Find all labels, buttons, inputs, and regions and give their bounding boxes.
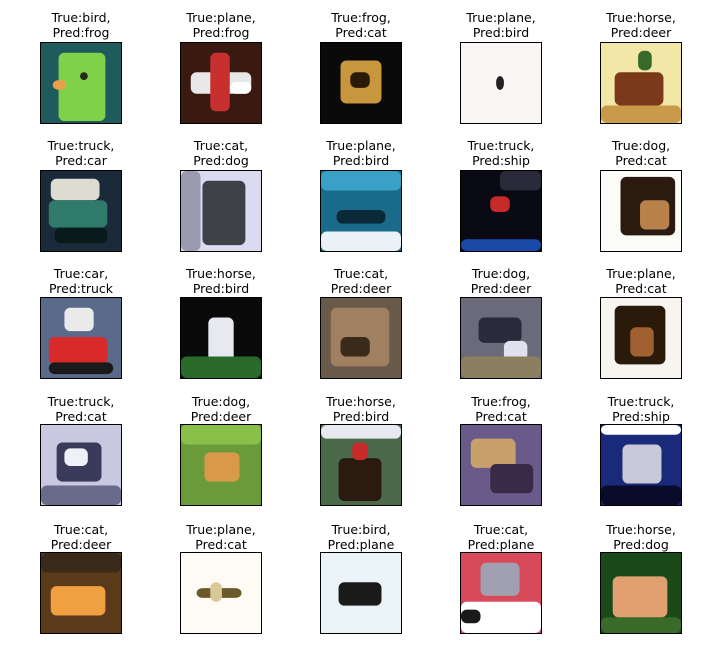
sample-image-truck: [40, 424, 122, 506]
sample-image-plane: [600, 297, 682, 379]
cell-title: True:car, Pred:truck: [48, 266, 114, 296]
cell-title: True:bird, Pred:plane: [327, 522, 395, 552]
cell-title: True:cat, Pred:plane: [467, 522, 535, 552]
cell-title: True:truck, Pred:car: [47, 138, 115, 168]
sample-image-horse: [180, 297, 262, 379]
sample-image-truck: [600, 424, 682, 506]
cell-title: True:dog, Pred:deer: [470, 266, 532, 296]
cell-title: True:truck, Pred:ship: [607, 394, 675, 424]
sample-image-bird: [40, 42, 122, 124]
cell-title: True:plane, Pred:frog: [186, 10, 256, 40]
sample-image-frog: [460, 424, 542, 506]
sample-image-horse: [600, 552, 682, 634]
cell-title: True:cat, Pred:deer: [50, 522, 112, 552]
cell-title: True:bird, Pred:frog: [51, 10, 111, 40]
sample-image-cat: [40, 552, 122, 634]
cell-title: True:horse, Pred:dog: [606, 522, 676, 552]
cell-title: True:dog, Pred:cat: [611, 138, 671, 168]
cell-title: True:frog, Pred:cat: [471, 394, 531, 424]
sample-image-frog: [320, 42, 402, 124]
sample-image-plane: [180, 552, 262, 634]
sample-image-horse: [320, 424, 402, 506]
sample-image-dog: [600, 170, 682, 252]
cell-title: True:dog, Pred:deer: [190, 394, 252, 424]
cell-title: True:frog, Pred:cat: [331, 10, 391, 40]
sample-image-horse: [600, 42, 682, 124]
sample-image-car: [40, 297, 122, 379]
sample-image-truck: [40, 170, 122, 252]
sample-image-cat: [180, 170, 262, 252]
cell-title: True:plane, Pred:cat: [186, 522, 256, 552]
cell-title: True:horse, Pred:bird: [326, 394, 396, 424]
sample-image-plane: [180, 42, 262, 124]
sample-image-cat: [460, 552, 542, 634]
cell-title: True:horse, Pred:bird: [186, 266, 256, 296]
sample-image-plane: [460, 42, 542, 124]
sample-image-plane: [320, 170, 402, 252]
cell-title: True:truck, Pred:cat: [47, 394, 115, 424]
cell-title: True:cat, Pred:dog: [193, 138, 249, 168]
sample-image-truck: [460, 170, 542, 252]
cell-title: True:truck, Pred:ship: [467, 138, 535, 168]
sample-image-bird: [320, 552, 402, 634]
sample-image-cat: [320, 297, 402, 379]
cell-title: True:plane, Pred:bird: [466, 10, 536, 40]
sample-image-dog: [180, 424, 262, 506]
cell-title: True:plane, Pred:bird: [326, 138, 396, 168]
cell-title: True:horse, Pred:deer: [606, 10, 676, 40]
sample-image-dog: [460, 297, 542, 379]
cell-title: True:plane, Pred:cat: [606, 266, 676, 296]
cell-title: True:cat, Pred:deer: [330, 266, 392, 296]
